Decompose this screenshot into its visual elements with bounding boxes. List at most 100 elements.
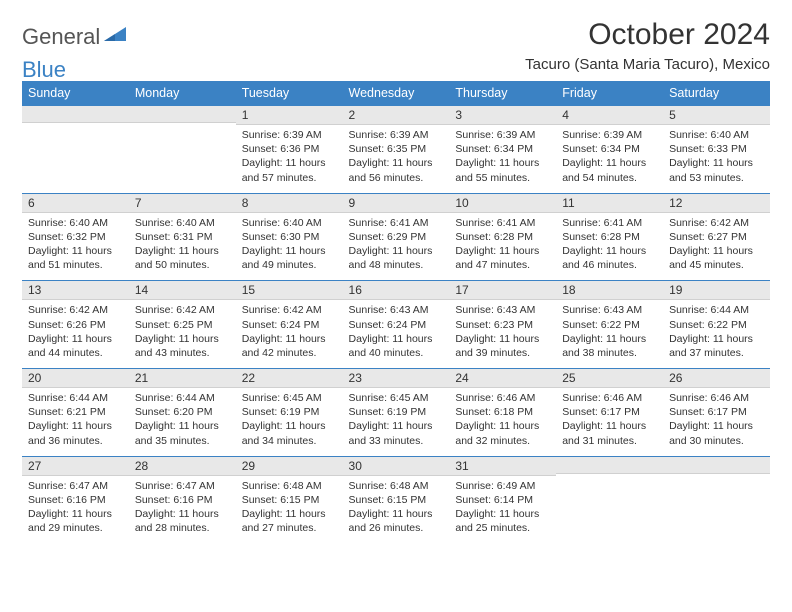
daylight-line: Daylight: 11 hours and 57 minutes.: [242, 156, 337, 184]
day-content: Sunrise: 6:45 AMSunset: 6:19 PMDaylight:…: [343, 388, 450, 456]
calendar-cell: 25Sunrise: 6:46 AMSunset: 6:17 PMDayligh…: [556, 369, 663, 457]
day-header: Tuesday: [236, 81, 343, 106]
day-number: 11: [556, 194, 663, 213]
calendar-cell: 18Sunrise: 6:43 AMSunset: 6:22 PMDayligh…: [556, 281, 663, 369]
sunset-line: Sunset: 6:33 PM: [669, 142, 764, 156]
day-content: Sunrise: 6:44 AMSunset: 6:21 PMDaylight:…: [22, 388, 129, 456]
sunrise-line: Sunrise: 6:44 AM: [135, 391, 230, 405]
sunset-line: Sunset: 6:18 PM: [455, 405, 550, 419]
day-content: Sunrise: 6:40 AMSunset: 6:31 PMDaylight:…: [129, 213, 236, 281]
calendar-cell: 23Sunrise: 6:45 AMSunset: 6:19 PMDayligh…: [343, 369, 450, 457]
sunset-line: Sunset: 6:26 PM: [28, 318, 123, 332]
daylight-line: Daylight: 11 hours and 40 minutes.: [349, 332, 444, 360]
calendar-cell: 4Sunrise: 6:39 AMSunset: 6:34 PMDaylight…: [556, 106, 663, 194]
day-number: 2: [343, 106, 450, 125]
day-content: Sunrise: 6:46 AMSunset: 6:17 PMDaylight:…: [663, 388, 770, 456]
day-content: Sunrise: 6:47 AMSunset: 6:16 PMDaylight:…: [129, 476, 236, 544]
day-content: Sunrise: 6:41 AMSunset: 6:28 PMDaylight:…: [449, 213, 556, 281]
sunrise-line: Sunrise: 6:49 AM: [455, 479, 550, 493]
sunrise-line: Sunrise: 6:39 AM: [455, 128, 550, 142]
calendar-week: 20Sunrise: 6:44 AMSunset: 6:21 PMDayligh…: [22, 369, 770, 457]
month-title: October 2024: [525, 18, 770, 52]
daylight-line: Daylight: 11 hours and 32 minutes.: [455, 419, 550, 447]
day-number: 24: [449, 369, 556, 388]
sunrise-line: Sunrise: 6:44 AM: [28, 391, 123, 405]
daylight-line: Daylight: 11 hours and 46 minutes.: [562, 244, 657, 272]
day-content: Sunrise: 6:39 AMSunset: 6:34 PMDaylight:…: [449, 125, 556, 193]
day-number: 21: [129, 369, 236, 388]
daylight-line: Daylight: 11 hours and 50 minutes.: [135, 244, 230, 272]
sunset-line: Sunset: 6:23 PM: [455, 318, 550, 332]
logo-text-general: General: [22, 24, 100, 50]
calendar-cell: 15Sunrise: 6:42 AMSunset: 6:24 PMDayligh…: [236, 281, 343, 369]
day-number: 14: [129, 281, 236, 300]
day-header: Thursday: [449, 81, 556, 106]
day-content: Sunrise: 6:42 AMSunset: 6:24 PMDaylight:…: [236, 300, 343, 368]
sunrise-line: Sunrise: 6:43 AM: [562, 303, 657, 317]
daylight-line: Daylight: 11 hours and 43 minutes.: [135, 332, 230, 360]
day-number: 17: [449, 281, 556, 300]
calendar-cell: 17Sunrise: 6:43 AMSunset: 6:23 PMDayligh…: [449, 281, 556, 369]
day-number-empty: [129, 106, 236, 123]
sunrise-line: Sunrise: 6:46 AM: [669, 391, 764, 405]
sunset-line: Sunset: 6:32 PM: [28, 230, 123, 244]
calendar-week: 27Sunrise: 6:47 AMSunset: 6:16 PMDayligh…: [22, 456, 770, 543]
day-content: Sunrise: 6:39 AMSunset: 6:35 PMDaylight:…: [343, 125, 450, 193]
day-content-empty: [556, 474, 663, 536]
calendar-cell: [129, 106, 236, 194]
day-content: Sunrise: 6:40 AMSunset: 6:30 PMDaylight:…: [236, 213, 343, 281]
day-header: Sunday: [22, 81, 129, 106]
day-content: Sunrise: 6:40 AMSunset: 6:32 PMDaylight:…: [22, 213, 129, 281]
sunset-line: Sunset: 6:28 PM: [562, 230, 657, 244]
day-content: Sunrise: 6:39 AMSunset: 6:34 PMDaylight:…: [556, 125, 663, 193]
day-number: 23: [343, 369, 450, 388]
day-number: 12: [663, 194, 770, 213]
day-content: Sunrise: 6:41 AMSunset: 6:28 PMDaylight:…: [556, 213, 663, 281]
day-number: 25: [556, 369, 663, 388]
calendar-cell: 30Sunrise: 6:48 AMSunset: 6:15 PMDayligh…: [343, 456, 450, 543]
calendar-cell: 20Sunrise: 6:44 AMSunset: 6:21 PMDayligh…: [22, 369, 129, 457]
sunset-line: Sunset: 6:15 PM: [242, 493, 337, 507]
calendar-cell: 31Sunrise: 6:49 AMSunset: 6:14 PMDayligh…: [449, 456, 556, 543]
daylight-line: Daylight: 11 hours and 31 minutes.: [562, 419, 657, 447]
day-number: 8: [236, 194, 343, 213]
daylight-line: Daylight: 11 hours and 25 minutes.: [455, 507, 550, 535]
day-number: 7: [129, 194, 236, 213]
sunrise-line: Sunrise: 6:43 AM: [455, 303, 550, 317]
calendar-week: 13Sunrise: 6:42 AMSunset: 6:26 PMDayligh…: [22, 281, 770, 369]
sunset-line: Sunset: 6:24 PM: [242, 318, 337, 332]
calendar-cell: 16Sunrise: 6:43 AMSunset: 6:24 PMDayligh…: [343, 281, 450, 369]
calendar-cell: 8Sunrise: 6:40 AMSunset: 6:30 PMDaylight…: [236, 193, 343, 281]
calendar-cell: 6Sunrise: 6:40 AMSunset: 6:32 PMDaylight…: [22, 193, 129, 281]
daylight-line: Daylight: 11 hours and 28 minutes.: [135, 507, 230, 535]
calendar-cell: 28Sunrise: 6:47 AMSunset: 6:16 PMDayligh…: [129, 456, 236, 543]
day-content: Sunrise: 6:40 AMSunset: 6:33 PMDaylight:…: [663, 125, 770, 193]
calendar-table: Sunday Monday Tuesday Wednesday Thursday…: [22, 81, 770, 543]
day-number: 27: [22, 457, 129, 476]
day-content: Sunrise: 6:47 AMSunset: 6:16 PMDaylight:…: [22, 476, 129, 544]
day-content: Sunrise: 6:48 AMSunset: 6:15 PMDaylight:…: [236, 476, 343, 544]
day-header-row: Sunday Monday Tuesday Wednesday Thursday…: [22, 81, 770, 106]
calendar-cell: 7Sunrise: 6:40 AMSunset: 6:31 PMDaylight…: [129, 193, 236, 281]
sunrise-line: Sunrise: 6:40 AM: [669, 128, 764, 142]
sunrise-line: Sunrise: 6:41 AM: [455, 216, 550, 230]
calendar-cell: 22Sunrise: 6:45 AMSunset: 6:19 PMDayligh…: [236, 369, 343, 457]
day-number: 18: [556, 281, 663, 300]
sunset-line: Sunset: 6:22 PM: [562, 318, 657, 332]
calendar-week: 6Sunrise: 6:40 AMSunset: 6:32 PMDaylight…: [22, 193, 770, 281]
logo-icon: [104, 27, 126, 46]
sunrise-line: Sunrise: 6:40 AM: [135, 216, 230, 230]
day-number: 6: [22, 194, 129, 213]
header: General October 2024 Tacuro (Santa Maria…: [22, 18, 770, 73]
calendar-cell: 29Sunrise: 6:48 AMSunset: 6:15 PMDayligh…: [236, 456, 343, 543]
day-number: 20: [22, 369, 129, 388]
day-number: 10: [449, 194, 556, 213]
day-number-empty: [22, 106, 129, 123]
calendar-cell: 2Sunrise: 6:39 AMSunset: 6:35 PMDaylight…: [343, 106, 450, 194]
sunset-line: Sunset: 6:20 PM: [135, 405, 230, 419]
sunrise-line: Sunrise: 6:39 AM: [562, 128, 657, 142]
day-number: 1: [236, 106, 343, 125]
day-header: Saturday: [663, 81, 770, 106]
sunset-line: Sunset: 6:30 PM: [242, 230, 337, 244]
day-content: Sunrise: 6:42 AMSunset: 6:26 PMDaylight:…: [22, 300, 129, 368]
